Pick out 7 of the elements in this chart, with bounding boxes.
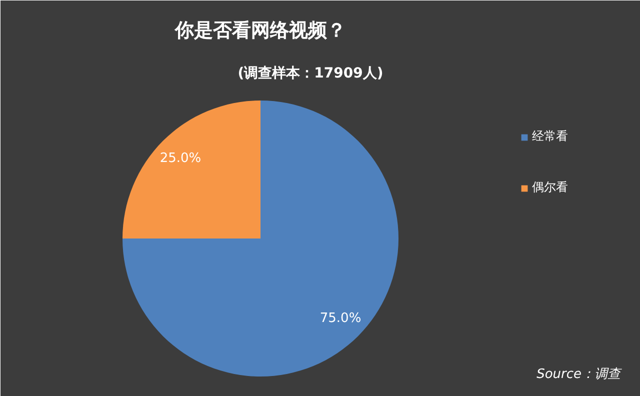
legend-label: 偶尔看: [532, 179, 568, 196]
source-note: Source：调查: [536, 367, 622, 382]
chart-subtitle: (调查样本：17909人): [238, 66, 384, 82]
data-label: 25.0%: [160, 150, 202, 166]
data-label: 75.0%: [320, 311, 362, 326]
chart-title: 你是否看网络视频？: [174, 20, 346, 42]
legend-label: 经常看: [532, 128, 568, 145]
